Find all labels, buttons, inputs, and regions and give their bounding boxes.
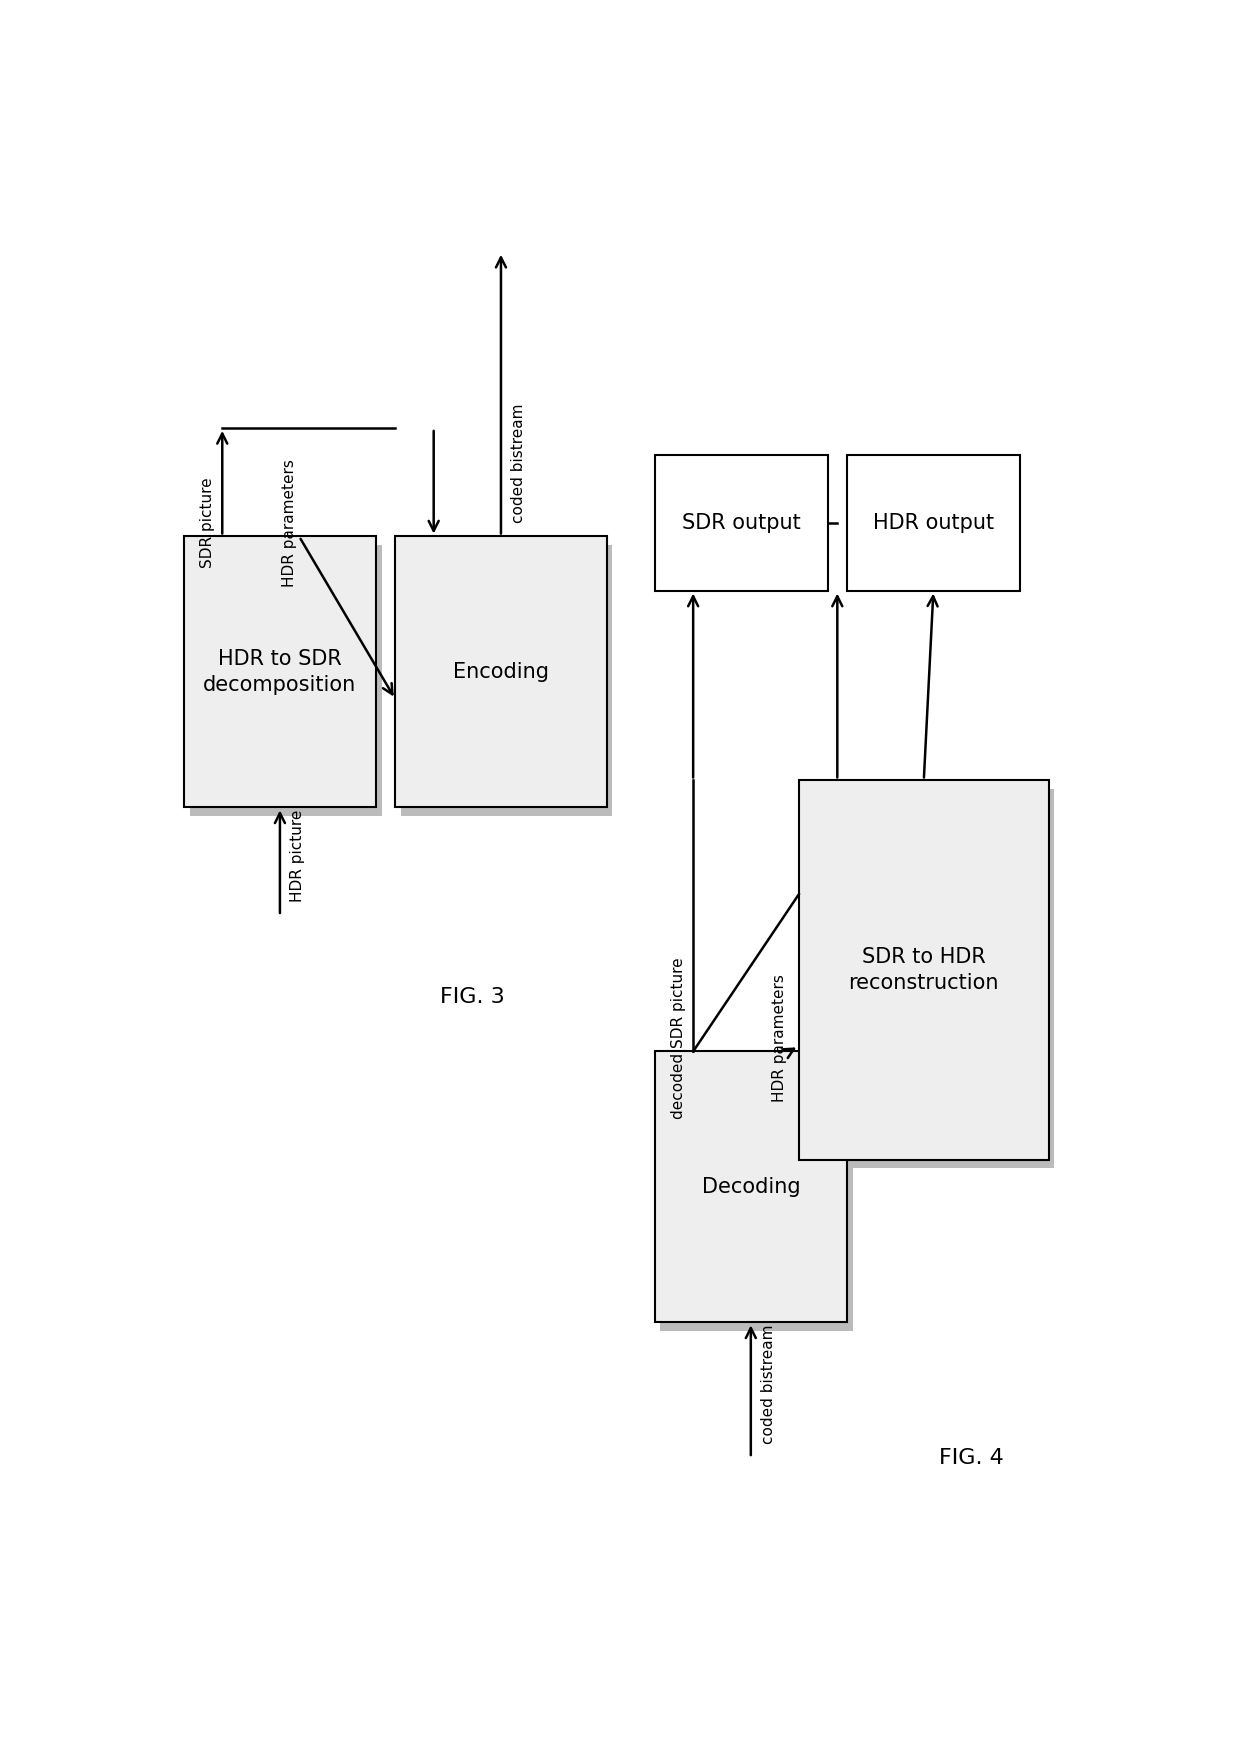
Bar <box>396 537 606 808</box>
Text: FIG. 4: FIG. 4 <box>940 1448 1004 1468</box>
Text: HDR parameters: HDR parameters <box>773 973 787 1102</box>
Text: HDR picture: HDR picture <box>290 810 305 903</box>
Text: SDR picture: SDR picture <box>201 477 216 568</box>
Bar <box>184 537 376 808</box>
Text: decoded SDR picture: decoded SDR picture <box>671 957 686 1119</box>
Bar <box>847 456 1019 591</box>
Text: HDR to SDR
decomposition: HDR to SDR decomposition <box>203 649 357 695</box>
Text: HDR parameters: HDR parameters <box>281 459 298 586</box>
Text: SDR to HDR
reconstruction: SDR to HDR reconstruction <box>848 947 999 993</box>
Bar <box>799 780 1049 1160</box>
Bar <box>655 1051 847 1322</box>
Bar <box>805 788 1054 1169</box>
Text: SDR output: SDR output <box>682 512 801 533</box>
Text: HDR output: HDR output <box>873 512 994 533</box>
Text: Decoding: Decoding <box>702 1177 800 1197</box>
Text: FIG. 3: FIG. 3 <box>440 987 505 1007</box>
Bar <box>661 1060 853 1331</box>
Text: coded bistream: coded bistream <box>511 403 526 523</box>
Text: Encoding: Encoding <box>453 662 549 681</box>
Text: coded bistream: coded bistream <box>760 1325 775 1445</box>
Bar <box>190 544 382 815</box>
Bar <box>401 544 613 815</box>
Bar <box>655 456 828 591</box>
